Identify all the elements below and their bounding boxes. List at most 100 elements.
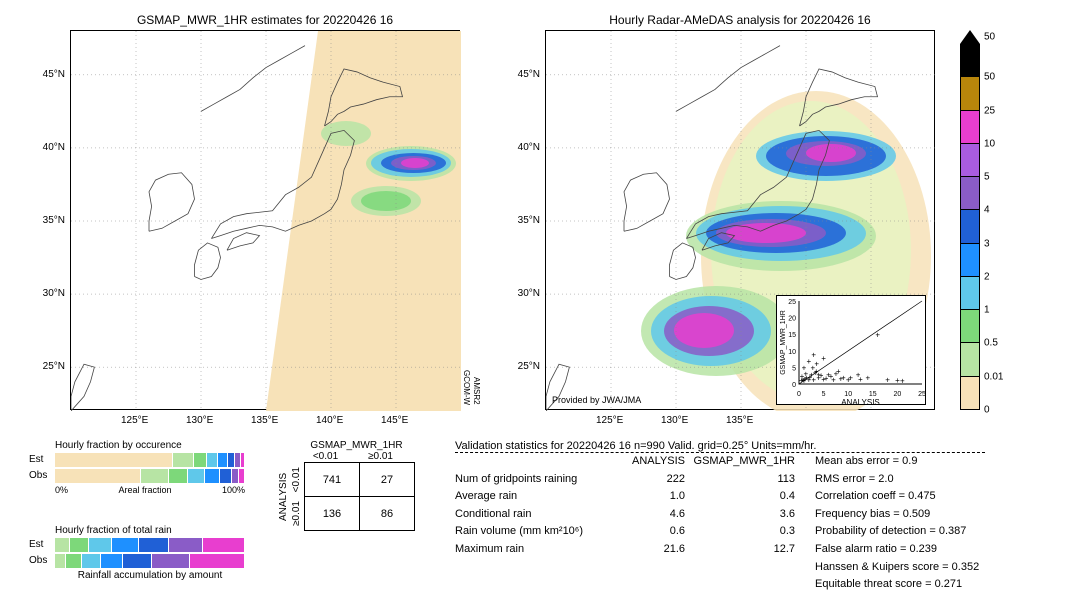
left-map-panel: GSMAP_MWR_1HR estimates for 20220426 16 … (70, 30, 460, 410)
svg-text:0: 0 (792, 382, 796, 389)
stat-name: Mean abs error = (815, 455, 899, 467)
val-col1: ANALYSIS (625, 453, 685, 471)
sat-label-1: GCOM-W (462, 370, 471, 405)
colorbar-label: 2 (984, 271, 990, 282)
contingency-cells: 741 27 136 86 (304, 462, 415, 531)
stat-name: Correlation coeff = (815, 490, 905, 502)
contingency-row1: <0.01 (291, 467, 302, 492)
left-map-svg (71, 31, 461, 411)
stat-name: False alarm ratio = (815, 543, 906, 555)
colorbar-label: 25 (984, 105, 995, 116)
svg-text:ANALYSIS: ANALYSIS (841, 398, 880, 406)
lon-tick: 130°E (661, 415, 688, 426)
colorbar-label: 1 (984, 305, 990, 316)
stat-analysis: 21.6 (625, 541, 685, 559)
stat-gsmap: 113 (685, 471, 795, 489)
stat-analysis: 0.6 (625, 523, 685, 541)
bar-caption: Rainfall accumulation by amount (55, 570, 245, 581)
stat-value: 2.0 (878, 473, 893, 485)
lat-tick: 25°N (43, 361, 65, 372)
ct-cell-10: 136 (305, 497, 360, 531)
lon-tick: 135°E (251, 415, 278, 426)
bar-row-label: Obs (29, 555, 47, 566)
bar-row-label: Obs (29, 470, 47, 481)
stat-name: Probability of detection = (815, 525, 936, 537)
colorbar-label: 50 (984, 72, 995, 83)
lon-tick: 125°E (121, 415, 148, 426)
validation-left-rows: Num of gridpoints raining222113Average r… (455, 471, 795, 559)
colorbar-label: 10 (984, 138, 995, 149)
lat-tick: 40°N (43, 142, 65, 153)
stat-value: 0.9 (902, 455, 917, 467)
lon-tick: 140°E (316, 415, 343, 426)
colorbar-label: 0.01 (984, 371, 1003, 382)
stat-analysis: 4.6 (625, 506, 685, 524)
stat-value: 0.475 (908, 490, 936, 502)
scatter-plot: ++++++++++++++++++++++++++++++++++++++++… (777, 296, 927, 406)
lat-tick: 25°N (518, 361, 540, 372)
svg-text:+: + (821, 354, 826, 363)
contingency-col1: <0.01 (298, 451, 353, 462)
stat-gsmap: 0.3 (685, 523, 795, 541)
scatter-inset: ++++++++++++++++++++++++++++++++++++++++… (776, 295, 926, 405)
lon-tick: 130°E (186, 415, 213, 426)
stat-gsmap: 12.7 (685, 541, 795, 559)
lon-tick: 145°E (381, 415, 408, 426)
right-map-title: Hourly Radar-AMeDAS analysis for 2022042… (546, 13, 934, 27)
lat-tick: 30°N (518, 288, 540, 299)
stat-name: Hanssen & Kuipers score = (815, 561, 949, 573)
bar-caption: Areal fraction (118, 485, 171, 495)
validation-stats: Validation statistics for 20220426 16 n=… (455, 440, 999, 594)
svg-text:0: 0 (797, 391, 801, 398)
svg-text:+: + (814, 360, 819, 369)
ct-cell-01: 27 (360, 463, 415, 497)
svg-text:10: 10 (844, 391, 852, 398)
svg-text:20: 20 (894, 391, 902, 398)
svg-text:10: 10 (788, 349, 796, 356)
ct-cell-00: 741 (305, 463, 360, 497)
lat-tick: 35°N (43, 215, 65, 226)
contingency-table: GSMAP_MWR_1HR <0.01 ≥0.01 ANALYSIS <0.01… (278, 440, 415, 531)
svg-text:GSMAP_MWR_1HR: GSMAP_MWR_1HR (780, 310, 787, 375)
stat-analysis: 222 (625, 471, 685, 489)
svg-text:5: 5 (792, 365, 796, 372)
bar-row-label: Est (29, 454, 43, 465)
colorbar-label: 5 (984, 172, 990, 183)
svg-text:+: + (900, 376, 905, 385)
svg-text:25: 25 (918, 391, 926, 398)
svg-text:20: 20 (788, 316, 796, 323)
svg-text:+: + (858, 375, 863, 384)
svg-text:+: + (807, 373, 812, 382)
svg-text:15: 15 (869, 391, 877, 398)
validation-right-rows: Mean abs error = 0.9RMS error = 2.0Corre… (815, 453, 979, 594)
svg-text:+: + (885, 376, 890, 385)
stat-value: 0.239 (909, 543, 937, 555)
stat-name: Num of gridpoints raining (455, 471, 625, 489)
svg-text:+: + (866, 374, 871, 383)
colorbar-label: 4 (984, 205, 990, 216)
contingency-row2: ≥0.01 (291, 501, 302, 526)
stat-gsmap: 0.4 (685, 488, 795, 506)
lat-tick: 45°N (43, 69, 65, 80)
stat-name: Conditional rain (455, 506, 625, 524)
stat-name: Rain volume (mm km²10⁶) (455, 523, 625, 541)
stat-value: 0.352 (952, 561, 980, 573)
colorbar-label: 0.5 (984, 338, 998, 349)
svg-text:5: 5 (822, 391, 826, 398)
lon-tick: 125°E (596, 415, 623, 426)
totalrain-bars: Hourly fraction of total rainEstObsRainf… (55, 525, 245, 583)
svg-text:25: 25 (788, 299, 796, 306)
lat-tick: 40°N (518, 142, 540, 153)
stat-analysis: 1.0 (625, 488, 685, 506)
lon-tick: 135°E (726, 415, 753, 426)
scale-left: 0% (55, 485, 68, 495)
contingency-title: GSMAP_MWR_1HR (298, 440, 415, 451)
svg-text:+: + (848, 373, 853, 382)
stat-name: Equitable threat score = (815, 578, 932, 590)
occurrence-bars: Hourly fraction by occurenceEstObs0%Area… (55, 440, 245, 495)
left-map-title: GSMAP_MWR_1HR estimates for 20220426 16 (71, 13, 459, 27)
bar-row-label: Est (29, 539, 43, 550)
scale-right: 100% (222, 485, 245, 495)
validation-title: Validation statistics for 20220426 16 n=… (455, 440, 999, 452)
stat-value: 0.509 (903, 508, 931, 520)
